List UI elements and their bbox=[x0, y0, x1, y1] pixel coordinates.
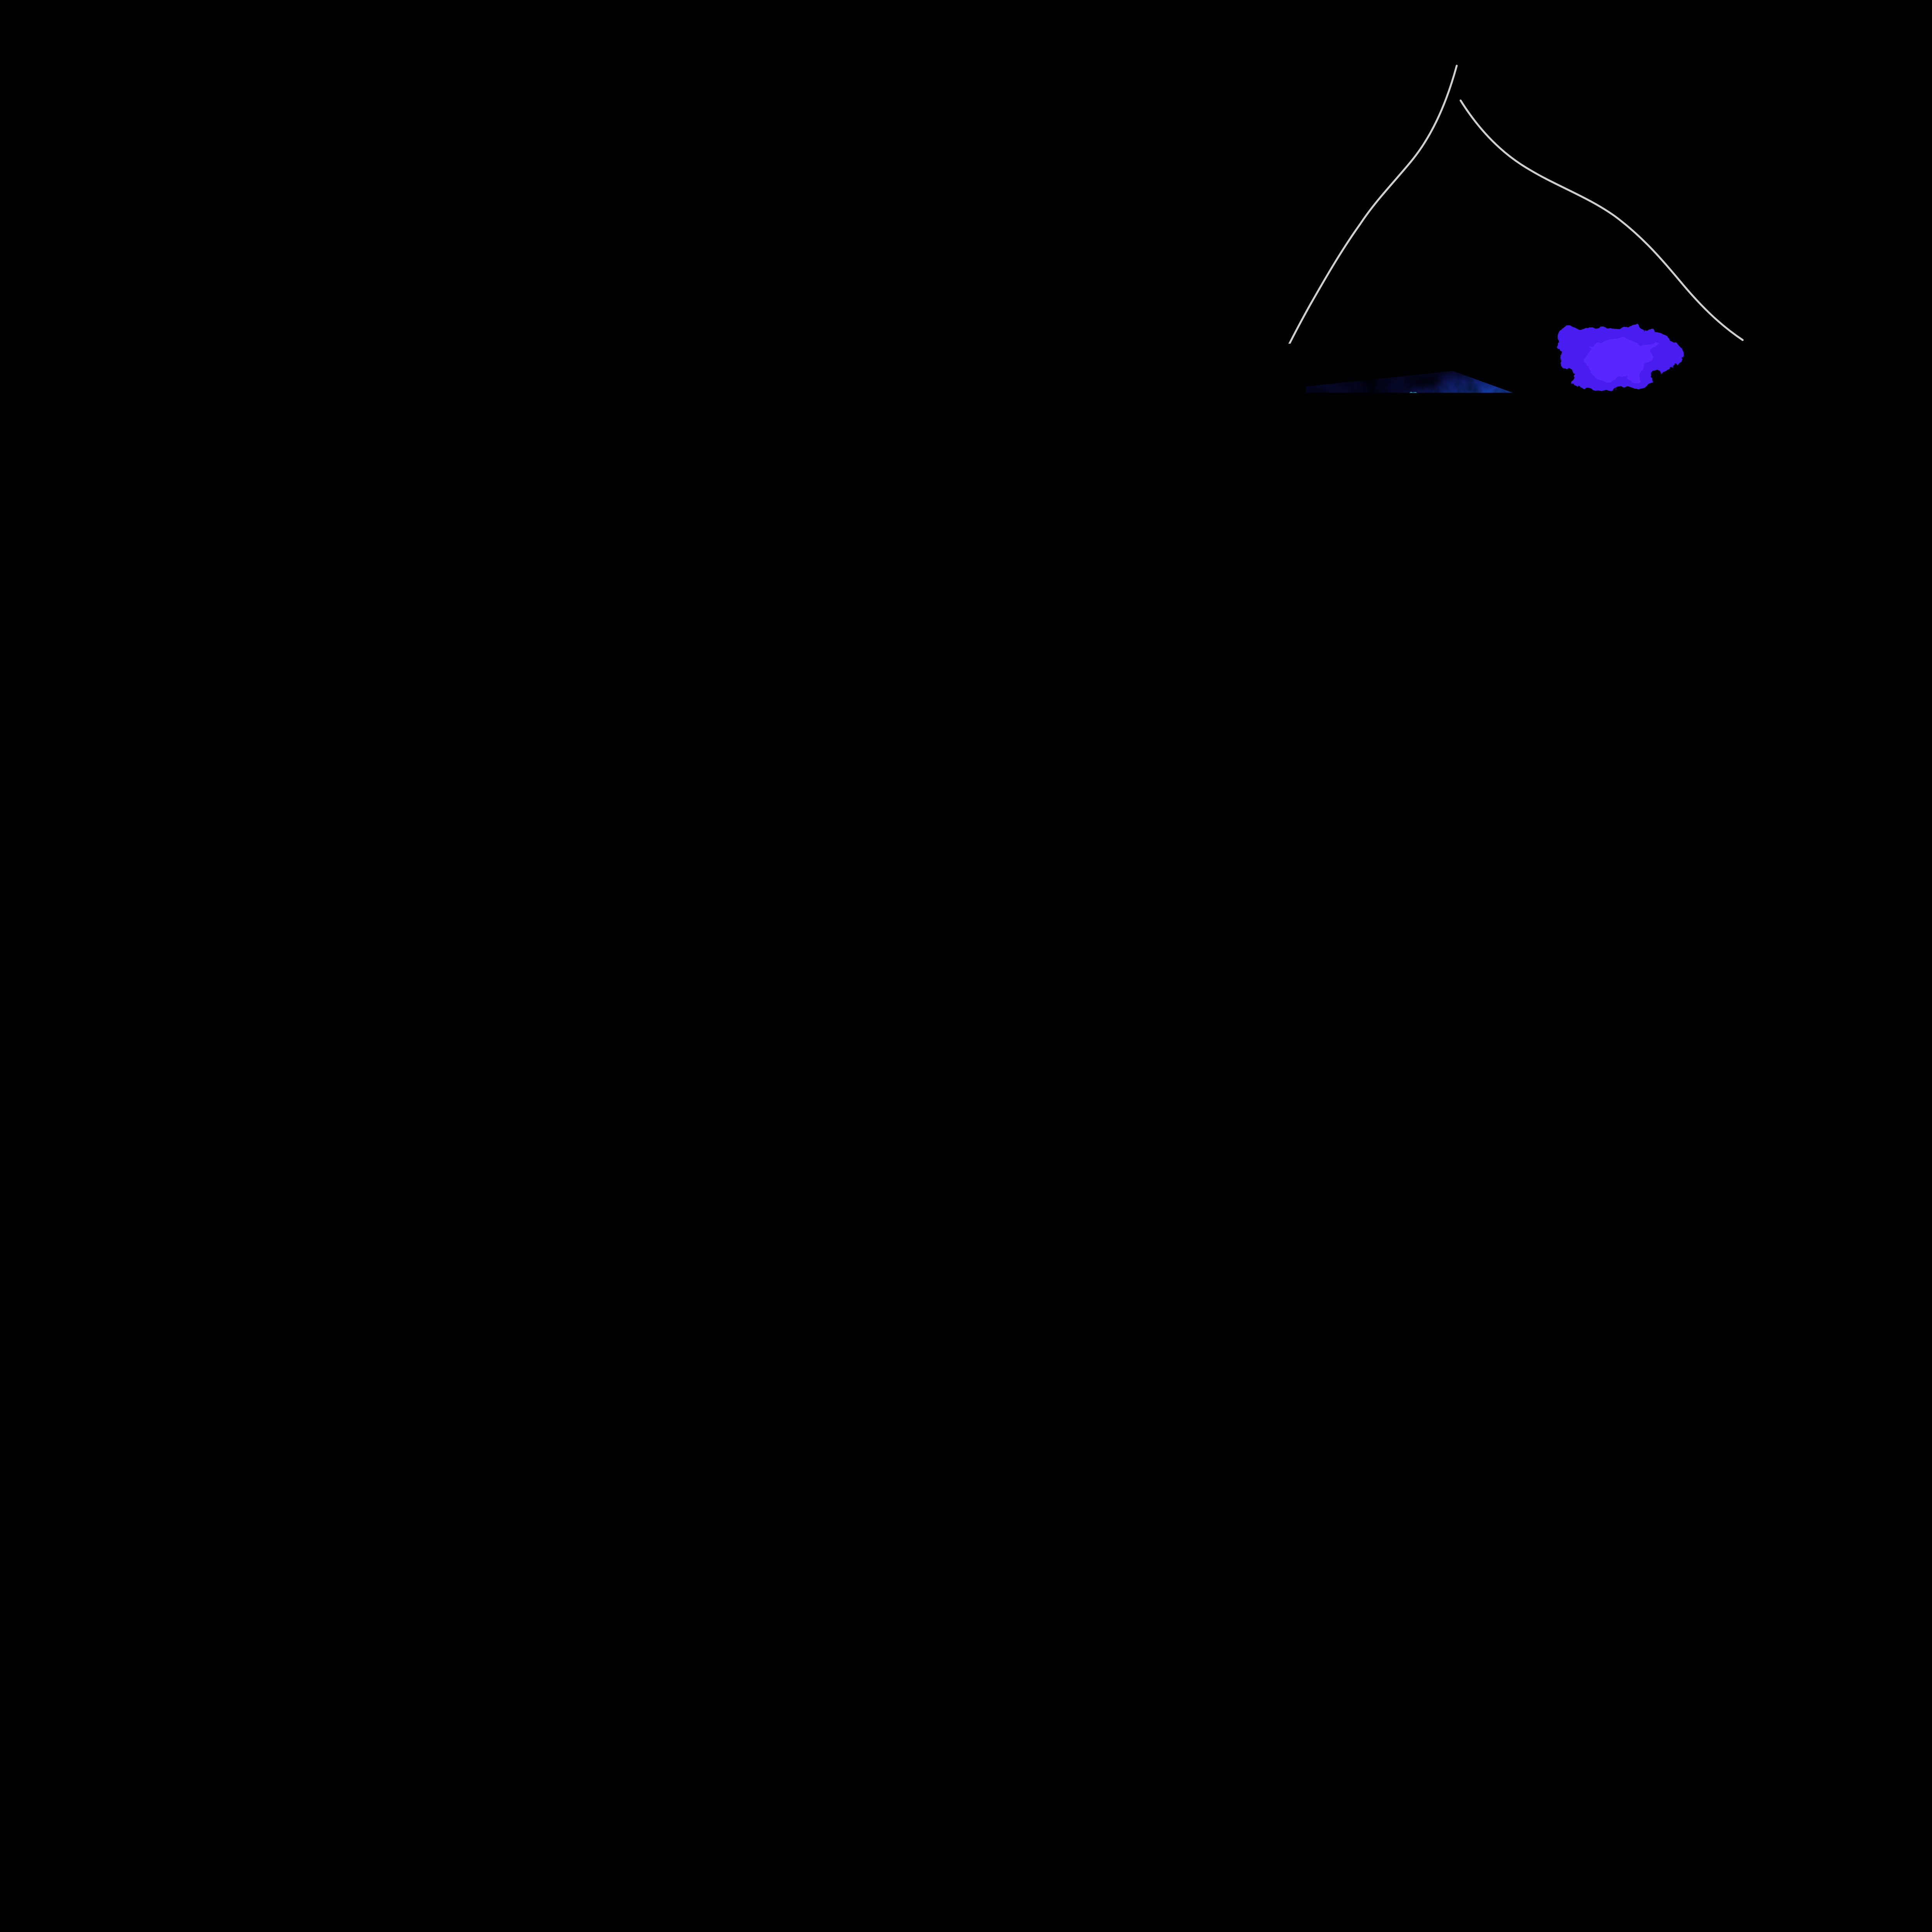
satellite-image-canvas bbox=[0, 0, 1932, 1932]
landmass-kamchatka bbox=[1692, 0, 1932, 417]
landmass-honshu bbox=[1337, 900, 1839, 1121]
landmass-shikoku bbox=[1198, 1244, 1298, 1306]
landmass-sakhalin bbox=[1747, 394, 1862, 626]
landmass-taiwan bbox=[321, 1893, 417, 1932]
ocean-color-scene bbox=[0, 0, 1932, 1932]
landmass-korea bbox=[935, 873, 1051, 1121]
landmass-kyushu bbox=[1074, 1275, 1182, 1430]
land-mask-layer bbox=[0, 0, 1932, 1932]
landmass-hokkaido bbox=[1808, 804, 1932, 904]
landmass-eurasia bbox=[0, 0, 1507, 1932]
